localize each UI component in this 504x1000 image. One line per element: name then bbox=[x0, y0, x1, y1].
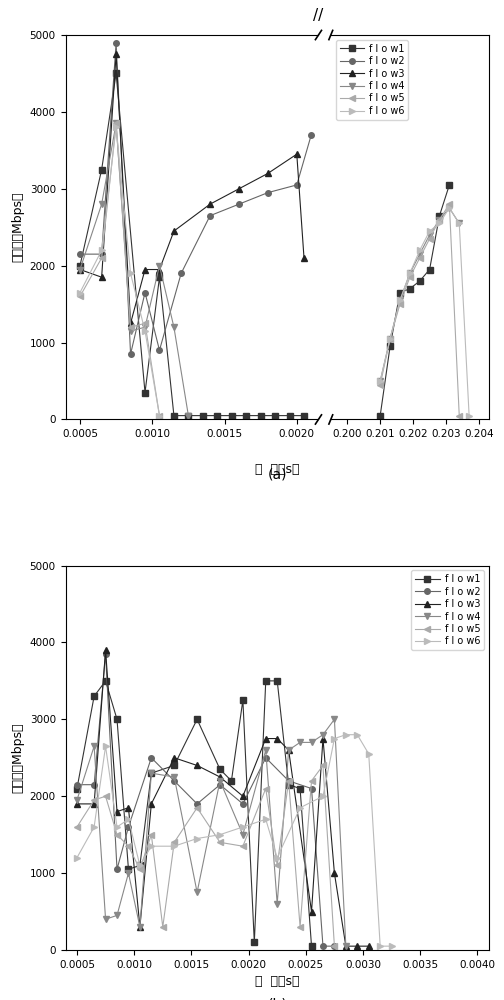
Legend: f l o w1, f l o w2, f l o w3, f l o w4, f l o w5, f l o w6: f l o w1, f l o w2, f l o w3, f l o w4, … bbox=[411, 570, 484, 650]
Y-axis label: 吞吐量（Mbps）: 吞吐量（Mbps） bbox=[11, 723, 24, 793]
Text: (a): (a) bbox=[268, 467, 287, 481]
X-axis label: 时  间（s）: 时 间（s） bbox=[255, 463, 299, 476]
Legend: f l o w1, f l o w2, f l o w3, f l o w4, f l o w5, f l o w6: f l o w1, f l o w2, f l o w3, f l o w4, … bbox=[336, 40, 408, 120]
Text: (b): (b) bbox=[267, 998, 287, 1000]
X-axis label: 时  间（s）: 时 间（s） bbox=[255, 975, 299, 988]
Text: //: // bbox=[313, 8, 324, 23]
Y-axis label: 吞吐量（Mbps）: 吞吐量（Mbps） bbox=[11, 192, 24, 262]
